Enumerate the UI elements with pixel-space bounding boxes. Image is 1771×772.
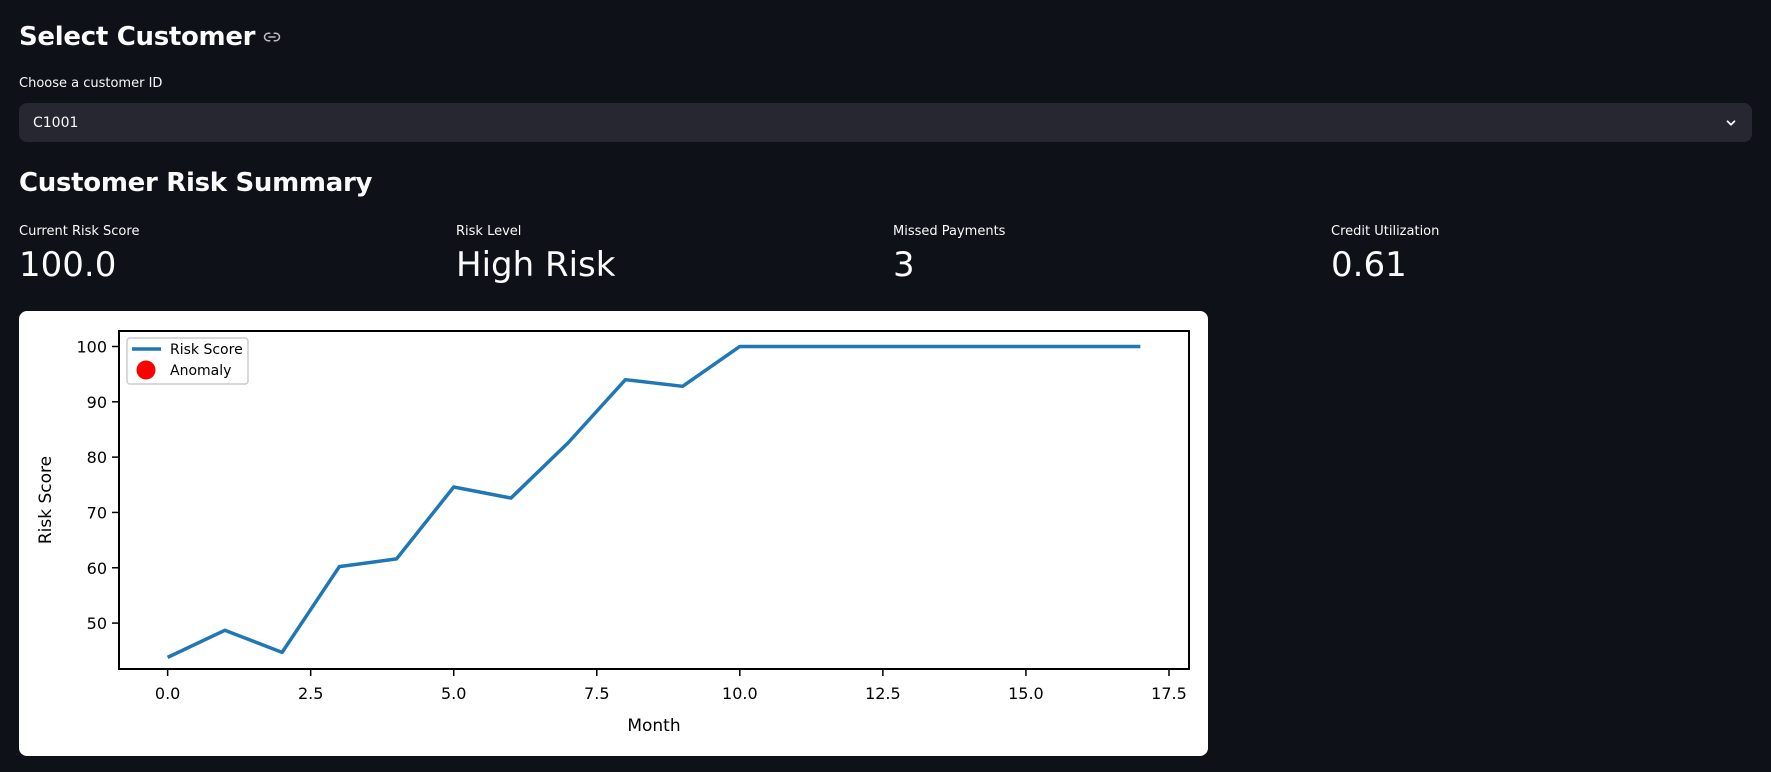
metric-current-risk-score: Current Risk Score 100.0 bbox=[19, 224, 139, 285]
x-tick-label: 7.5 bbox=[584, 684, 609, 703]
metric-value: 100.0 bbox=[19, 245, 117, 285]
legend-anomaly-swatch bbox=[136, 360, 156, 380]
metric-value: 3 bbox=[893, 245, 915, 285]
x-tick-label: 17.5 bbox=[1151, 684, 1187, 703]
x-tick-label: 2.5 bbox=[298, 684, 323, 703]
metric-value: 0.61 bbox=[1331, 245, 1407, 285]
metric-label: Risk Level bbox=[456, 224, 522, 239]
y-tick-label: 60 bbox=[87, 559, 107, 578]
metric-credit-utilization: Credit Utilization 0.61 bbox=[1331, 224, 1439, 285]
y-tick-label: 90 bbox=[87, 393, 107, 412]
metric-label: Current Risk Score bbox=[19, 224, 140, 239]
y-axis-label: Risk Score bbox=[36, 456, 56, 544]
risk-score-line bbox=[166, 344, 1141, 659]
metric-risk-level: Risk Level High Risk bbox=[456, 224, 615, 285]
chart-legend: Risk Score Anomaly bbox=[126, 337, 249, 385]
customer-id-select[interactable]: C1001 bbox=[19, 103, 1752, 142]
risk-score-chart-card: 0.0 2.5 5.0 7.5 10.0 12.5 15.0 17.5 50 60 70 80 90 10… bbox=[19, 311, 1208, 756]
y-tick-label: 50 bbox=[87, 614, 107, 633]
chart-marks: 0.0 2.5 5.0 7.5 10.0 12.5 15.0 17.5 50 60 70 80 90 10… bbox=[76, 337, 1186, 703]
x-tick-label: 10.0 bbox=[722, 684, 758, 703]
x-axis-label: Month bbox=[627, 716, 680, 736]
chevron-down-icon[interactable] bbox=[1724, 116, 1738, 130]
y-tick-label: 70 bbox=[87, 503, 107, 522]
link-icon[interactable] bbox=[263, 28, 281, 46]
legend-anomaly-label: Anomaly bbox=[170, 363, 231, 379]
x-tick-label: 0.0 bbox=[155, 684, 180, 703]
x-tick-label: 15.0 bbox=[1008, 684, 1044, 703]
y-tick-label: 100 bbox=[76, 337, 107, 356]
legend-risk-score-label: Risk Score bbox=[170, 342, 243, 358]
x-tick-label: 12.5 bbox=[865, 684, 901, 703]
metric-missed-payments: Missed Payments 3 bbox=[893, 224, 1005, 285]
selected-customer-id: C1001 bbox=[33, 114, 79, 131]
metric-label: Credit Utilization bbox=[1331, 224, 1440, 239]
risk-summary-title: Customer Risk Summary bbox=[19, 168, 373, 198]
metric-label: Missed Payments bbox=[893, 224, 1006, 239]
select-customer-title: Select Customer bbox=[19, 22, 256, 52]
select-customer-heading: Select Customer bbox=[19, 22, 281, 52]
customer-id-label: Choose a customer ID bbox=[19, 76, 163, 91]
plot-frame bbox=[118, 330, 1190, 670]
metric-value: High Risk bbox=[456, 245, 616, 285]
y-tick-label: 80 bbox=[87, 448, 107, 467]
x-tick-label: 5.0 bbox=[441, 684, 466, 703]
risk-score-chart: 0.0 2.5 5.0 7.5 10.0 12.5 15.0 17.5 50 60 70 80 90 10… bbox=[36, 330, 1190, 736]
